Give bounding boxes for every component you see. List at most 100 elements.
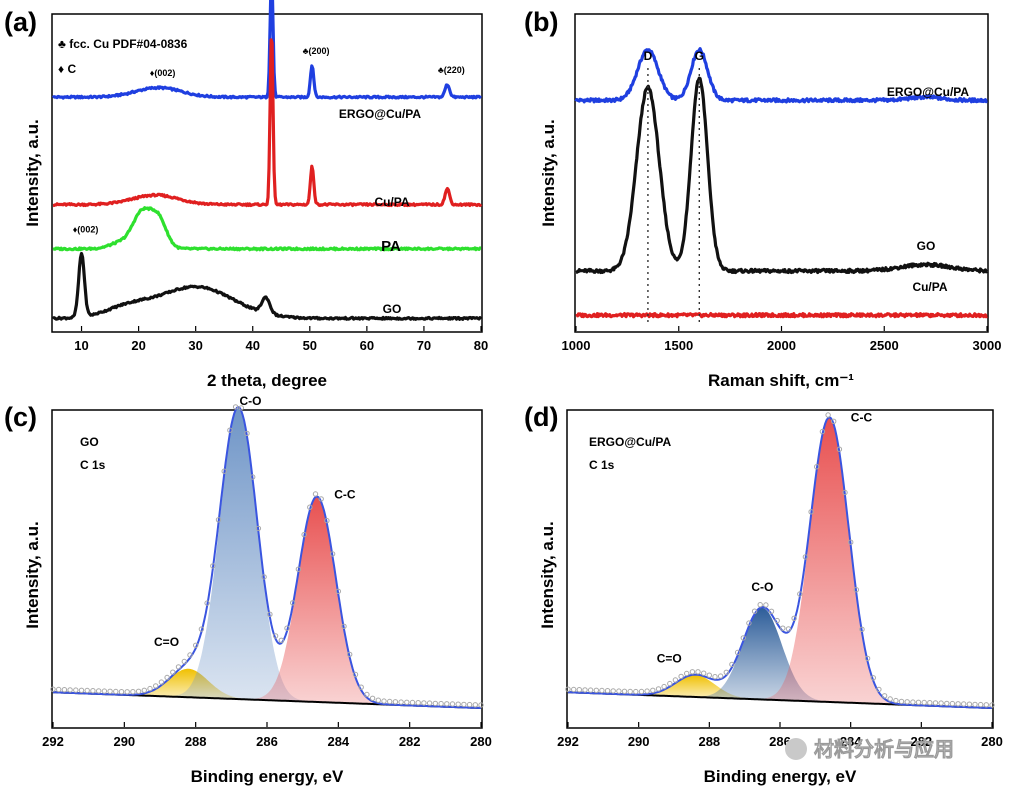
panel-c-raw-point bbox=[56, 686, 62, 693]
panel-d-raw-point bbox=[667, 680, 673, 687]
panel-d-raw-point bbox=[859, 626, 865, 632]
panel-d-raw-point bbox=[717, 673, 724, 679]
panel-d-raw-point bbox=[604, 688, 611, 694]
panel-a-series-label-ergo-cu-pa: ERGO@Cu/PA bbox=[339, 107, 421, 121]
panel-d-tick-label-292: 292 bbox=[557, 734, 579, 749]
panel-d-raw-point bbox=[864, 655, 871, 662]
panel-c-tick-label-286: 286 bbox=[256, 734, 278, 749]
panel-c-raw-point bbox=[341, 623, 347, 629]
panel-c-tick-label-280: 280 bbox=[470, 734, 492, 749]
panel-d-raw-point bbox=[978, 701, 984, 708]
panel-b-tick-label-2500: 2500 bbox=[870, 338, 899, 353]
panel-c-raw-point bbox=[158, 679, 165, 685]
panel-b-tick-label-3000: 3000 bbox=[973, 338, 1002, 353]
panel-c-plot: C=O C-O C-C bbox=[50, 394, 484, 709]
panel-d-title-line1: ERGO@Cu/PA bbox=[589, 435, 671, 449]
panel-d-raw-point bbox=[740, 635, 746, 641]
panel-d-raw-point bbox=[785, 626, 792, 632]
panel-d-tick-label-286: 286 bbox=[769, 734, 791, 749]
panel-d-raw-point bbox=[655, 686, 662, 692]
panel-a-peak-label-4: ♦(002) bbox=[73, 225, 99, 235]
panel-a-tick-label-80: 80 bbox=[474, 338, 488, 353]
panel-c-raw-point bbox=[175, 664, 182, 670]
panel-c-raw-point bbox=[227, 427, 233, 433]
panel-c-raw-point bbox=[295, 566, 302, 572]
panel-d-raw-point bbox=[887, 696, 893, 702]
panel-c-raw-point bbox=[381, 698, 387, 704]
panel-c-title-line1: GO bbox=[80, 435, 99, 449]
panel-c-raw-point bbox=[141, 687, 148, 693]
panel-a-series-labels: ERGO@Cu/PA Cu/PA PA GO bbox=[339, 107, 421, 316]
panel-c-raw-point bbox=[432, 700, 438, 707]
panel-c-raw-point bbox=[312, 491, 319, 497]
panel-d-tick-label-284: 284 bbox=[840, 734, 862, 749]
panel-c-raw-point bbox=[438, 700, 444, 707]
panel-d-raw-point bbox=[893, 697, 899, 704]
panel-b-frame bbox=[574, 13, 989, 333]
panel-a-series-pa bbox=[52, 206, 482, 252]
panel-d-component-label-c-o: C-O bbox=[751, 580, 773, 594]
panel-c-raw-data bbox=[50, 404, 484, 708]
panel-d-raw-point bbox=[729, 661, 735, 668]
panel-d-tick-label-280: 280 bbox=[981, 734, 1003, 749]
panel-d-raw-point bbox=[661, 683, 667, 690]
panel-c-raw-point bbox=[455, 701, 461, 707]
panel-d-raw-point bbox=[582, 687, 588, 693]
panel-d-fit-envelope bbox=[567, 416, 992, 709]
panel-a-xrd: 10 20 30 40 50 60 70 80 ♣ fcc. Cu PDF#04-0836 ♦… bbox=[23, 0, 488, 390]
panel-c-raw-point bbox=[124, 689, 130, 695]
panel-c-raw-point bbox=[170, 669, 176, 675]
panel-c-tick-label-290: 290 bbox=[113, 734, 135, 749]
panel-d-raw-point bbox=[802, 554, 809, 560]
panel-a-tick-label-70: 70 bbox=[417, 338, 431, 353]
panel-d-raw-point bbox=[599, 687, 605, 694]
panel-d-raw-point bbox=[972, 701, 978, 708]
panel-c-raw-point bbox=[358, 684, 364, 690]
panel-c-raw-point bbox=[61, 687, 68, 693]
panel-c-raw-point bbox=[181, 658, 188, 665]
panel-b-tick-label-1000: 1000 bbox=[562, 338, 591, 353]
panel-d-raw-point bbox=[763, 602, 769, 608]
panel-d-raw-point bbox=[774, 617, 780, 624]
panel-d-raw-point bbox=[701, 670, 707, 676]
panel-d-tick-label-290: 290 bbox=[628, 734, 650, 749]
panel-c-raw-point bbox=[221, 468, 227, 474]
panel-d-raw-point bbox=[571, 686, 577, 693]
panel-c-raw-point bbox=[96, 688, 102, 694]
panel-d-raw-point bbox=[672, 677, 679, 683]
panel-d-raw-point bbox=[587, 687, 594, 693]
panel-c-raw-point bbox=[449, 701, 456, 707]
panel-c-raw-point bbox=[392, 699, 399, 705]
panel-c-raw-point bbox=[472, 702, 478, 708]
panel-d-raw-point bbox=[910, 699, 916, 705]
panel-d-raw-point bbox=[621, 688, 628, 694]
panel-c-raw-point bbox=[307, 504, 313, 510]
panel-a-tick-label-30: 30 bbox=[188, 338, 202, 353]
panel-d-raw-point bbox=[966, 701, 973, 707]
panel-c-tick-label-292: 292 bbox=[42, 734, 64, 749]
panel-d-raw-point bbox=[797, 591, 803, 597]
panel-a-series-label-go: GO bbox=[383, 302, 402, 316]
panel-c-raw-point bbox=[278, 637, 284, 643]
panel-c-raw-point bbox=[421, 700, 427, 706]
panel-c-raw-point bbox=[267, 611, 273, 617]
panel-c-tick-label-284: 284 bbox=[327, 734, 349, 749]
panel-c-raw-point bbox=[164, 674, 170, 681]
panel-d-raw-point bbox=[616, 688, 622, 694]
panel-d-raw-point bbox=[870, 675, 876, 681]
panel-d-title-line2: C 1s bbox=[589, 458, 615, 472]
panel-c-component-c-o bbox=[172, 408, 305, 702]
panel-c-raw-point bbox=[426, 700, 433, 706]
panel-c-raw-point bbox=[130, 689, 136, 695]
panel-label-c: (c) bbox=[4, 402, 37, 432]
panel-c-raw-point bbox=[398, 699, 404, 705]
panel-a-tick-label-40: 40 bbox=[245, 338, 259, 353]
panel-d-raw-point bbox=[610, 688, 616, 694]
panel-c-raw-point bbox=[369, 695, 376, 701]
panel-c-raw-point bbox=[335, 588, 341, 594]
panel-d-component-c-c bbox=[761, 417, 898, 705]
panel-d-raw-point bbox=[989, 702, 995, 708]
panel-d-raw-point bbox=[644, 688, 650, 694]
